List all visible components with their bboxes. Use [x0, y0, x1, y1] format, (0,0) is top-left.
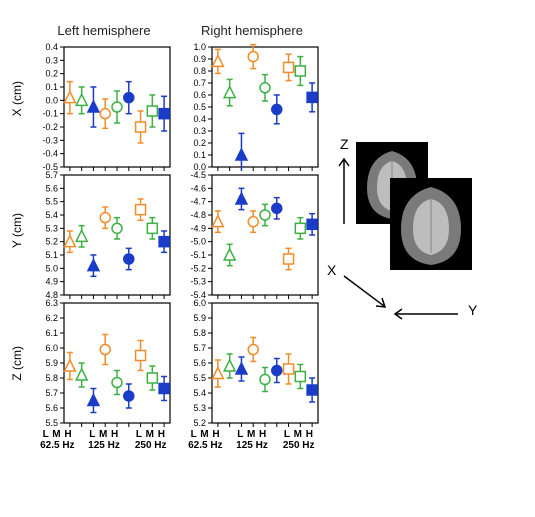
svg-text:5.9: 5.9	[45, 358, 58, 368]
xtick-freq: 250 Hz	[275, 440, 322, 451]
right-header: Right hemisphere	[182, 19, 322, 43]
svg-text:0.3: 0.3	[45, 55, 58, 65]
svg-text:5.5: 5.5	[45, 418, 58, 427]
svg-text:0.7: 0.7	[193, 78, 206, 88]
svg-text:1.0: 1.0	[193, 43, 206, 52]
svg-text:-0.4: -0.4	[42, 149, 58, 159]
svg-text:5.3: 5.3	[193, 403, 206, 413]
svg-text:6.1: 6.1	[45, 328, 58, 338]
axis-label-x: X	[327, 262, 336, 278]
svg-text:-5.2: -5.2	[190, 263, 206, 273]
svg-text:-0.1: -0.1	[42, 109, 58, 119]
panel-right-z: 5.2 5.3 5.4 5.5 5.6 5.7 5.8 5.9 6.0	[182, 299, 322, 427]
svg-text:5.8: 5.8	[193, 328, 206, 338]
right-xaxis: L M H L M H L M H 62.5 Hz 125 Hz 250 Hz	[182, 427, 322, 451]
ylabel-y: Y (cm)	[10, 213, 26, 248]
svg-text:-0.3: -0.3	[42, 135, 58, 145]
xtick: L M H	[34, 429, 81, 440]
panel-left-y: 4.8 4.9 5.0 5.1 5.2 5.3 5.4 5.5 5.6 5.7	[34, 171, 174, 299]
ylabel-column: X (cm) Y (cm) Z (cm)	[10, 10, 26, 460]
svg-text:0.4: 0.4	[45, 43, 58, 52]
svg-text:6.0: 6.0	[193, 299, 206, 308]
svg-text:0.2: 0.2	[45, 69, 58, 79]
svg-text:0.9: 0.9	[193, 54, 206, 64]
svg-text:5.8: 5.8	[45, 373, 58, 383]
svg-text:-4.5: -4.5	[190, 171, 206, 180]
svg-text:-4.7: -4.7	[190, 197, 206, 207]
left-xaxis: L M H L M H L M H 62.5 Hz 125 Hz 250 Hz	[34, 427, 174, 451]
svg-text:-0.5: -0.5	[42, 162, 58, 171]
svg-text:5.6: 5.6	[193, 358, 206, 368]
panel-left-z: 5.5 5.6 5.7 5.8 5.9 6.0 6.1 6.2 6.3	[34, 299, 174, 427]
svg-text:5.5: 5.5	[193, 373, 206, 383]
svg-text:-5.0: -5.0	[190, 237, 206, 247]
xtick-freq: 125 Hz	[81, 440, 128, 451]
svg-text:6.2: 6.2	[45, 313, 58, 323]
svg-text:0.6: 0.6	[193, 90, 206, 100]
orientation-diagram: Z X Y	[330, 130, 490, 340]
figure-root: X (cm) Y (cm) Z (cm) Left hemisphere -0.…	[10, 10, 525, 460]
left-header: Left hemisphere	[34, 19, 174, 43]
svg-text:5.6: 5.6	[45, 403, 58, 413]
xtick: L M H	[275, 429, 322, 440]
svg-text:5.2: 5.2	[193, 418, 206, 427]
svg-text:5.2: 5.2	[45, 237, 58, 247]
xtick-freq: 250 Hz	[127, 440, 174, 451]
svg-text:6.3: 6.3	[45, 299, 58, 308]
xtick: L M H	[81, 429, 128, 440]
svg-text:5.4: 5.4	[193, 388, 206, 398]
svg-text:5.7: 5.7	[193, 343, 206, 353]
svg-text:0.0: 0.0	[45, 95, 58, 105]
svg-text:-0.2: -0.2	[42, 122, 58, 132]
svg-text:0.1: 0.1	[193, 150, 206, 160]
svg-text:0.1: 0.1	[45, 82, 58, 92]
panel-right-y: -5.4 -5.3 -5.2 -5.1 -5.0 -4.9 -4.8 -4.7 -4.6 -4.5	[182, 171, 322, 299]
axis-label-z: Z	[340, 136, 349, 152]
svg-text:0.4: 0.4	[193, 114, 206, 124]
arrow-y-icon	[392, 306, 462, 322]
svg-text:5.6: 5.6	[45, 183, 58, 193]
svg-text:0.2: 0.2	[193, 138, 206, 148]
svg-text:-5.1: -5.1	[190, 250, 206, 260]
right-column: Right hemisphere 0.00.10.20.30.40.50.60.…	[182, 19, 322, 451]
svg-text:-4.6: -4.6	[190, 183, 206, 193]
svg-text:5.1: 5.1	[45, 250, 58, 260]
ylabel-z: Z (cm)	[10, 346, 26, 381]
svg-text:5.4: 5.4	[45, 210, 58, 220]
svg-text:5.7: 5.7	[45, 171, 58, 180]
svg-text:0.3: 0.3	[193, 126, 206, 136]
svg-text:5.0: 5.0	[45, 263, 58, 273]
svg-text:4.8: 4.8	[45, 290, 58, 299]
panel-right-x: 0.0 0.1 0.2 0.3 0.4 0.5 0.6 0.7 0.8 0.9 1.0	[182, 43, 322, 171]
svg-text:-4.8: -4.8	[190, 210, 206, 220]
xtick: L M H	[229, 429, 276, 440]
left-column: Left hemisphere -0.5 -0.4 -0.3 -0.2 -0.1 0.0 0…	[34, 19, 174, 451]
svg-text:-5.3: -5.3	[190, 277, 206, 287]
xtick: L M H	[182, 429, 229, 440]
svg-text:6.0: 6.0	[45, 343, 58, 353]
xtick-freq: 125 Hz	[229, 440, 276, 451]
ylabel-x: X (cm)	[10, 81, 26, 116]
xtick-freq: 62.5 Hz	[34, 440, 81, 451]
axis-label-y: Y	[468, 302, 477, 318]
xtick-freq: 62.5 Hz	[182, 440, 229, 451]
svg-text:4.9: 4.9	[45, 277, 58, 287]
arrow-z-icon	[336, 156, 352, 226]
arrow-x-icon	[340, 272, 390, 312]
svg-text:0.5: 0.5	[193, 102, 206, 112]
panel-left-x: -0.5 -0.4 -0.3 -0.2 -0.1 0.0 0.1 0.2 0.3 0.4	[34, 43, 174, 171]
svg-text:5.5: 5.5	[45, 197, 58, 207]
mri-coronal-2	[390, 178, 472, 270]
svg-text:-5.4: -5.4	[190, 290, 206, 299]
svg-text:5.7: 5.7	[45, 388, 58, 398]
xtick: L M H	[127, 429, 174, 440]
svg-text:-4.9: -4.9	[190, 223, 206, 233]
svg-text:0.8: 0.8	[193, 66, 206, 76]
svg-text:5.3: 5.3	[45, 223, 58, 233]
svg-text:0.0: 0.0	[193, 162, 206, 171]
svg-text:5.9: 5.9	[193, 313, 206, 323]
